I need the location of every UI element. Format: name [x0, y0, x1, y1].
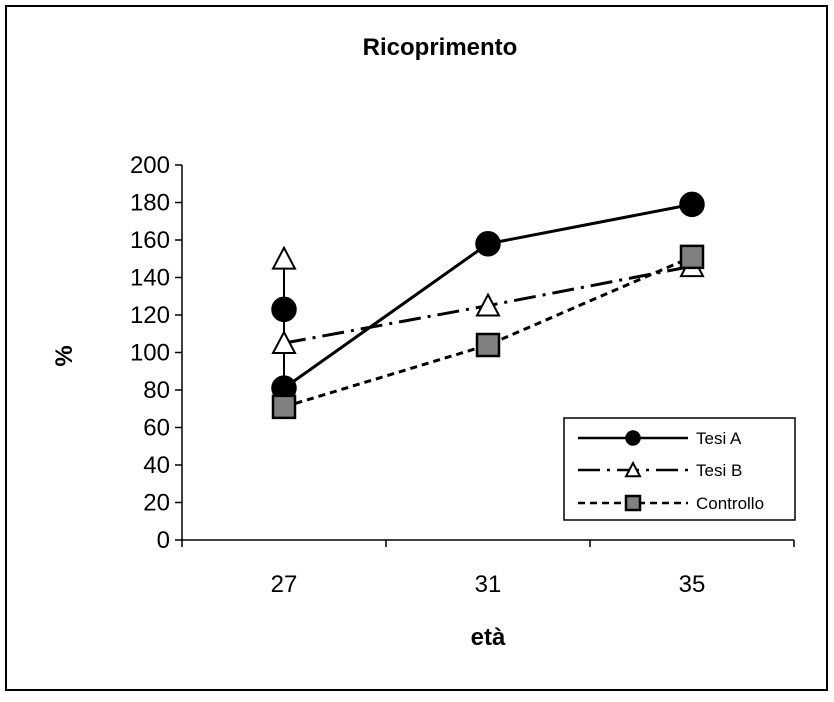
y-axis-label: % — [51, 345, 78, 366]
tesi-a-point — [271, 296, 297, 323]
series-markers — [271, 191, 705, 420]
y-tick-label: 80 — [143, 377, 170, 404]
y-tick-label: 0 — [157, 527, 170, 554]
tesi-b-point — [271, 329, 297, 355]
y-tick-label: 200 — [130, 152, 170, 179]
tesi-a-point — [625, 430, 641, 446]
legend: Tesi A Tesi B Controllo — [563, 417, 796, 521]
y-axis-ticks: 0 20 40 60 80 100 120 140 160 180 200 — [130, 152, 182, 554]
controllo-line — [283, 255, 693, 409]
chart-title: Ricoprimento — [363, 34, 518, 61]
x-tick-label: 35 — [679, 571, 706, 598]
tesi-b-point — [475, 292, 501, 317]
chart-frame — [5, 5, 828, 691]
y-tick-label: 40 — [143, 452, 170, 479]
y-tick-label: 20 — [143, 490, 170, 517]
x-tick-label: 27 — [271, 571, 298, 598]
legend-label: Controllo — [696, 494, 764, 513]
y-tick-label: 160 — [130, 227, 170, 254]
y-tick-label: 140 — [130, 265, 170, 292]
legend-label: Tesi A — [696, 429, 742, 448]
x-axis-label: età — [471, 624, 506, 651]
x-axis-ticks: 27 31 35 — [181, 540, 795, 598]
controllo-point — [271, 394, 297, 420]
y-tick-label: 180 — [130, 190, 170, 217]
tesi-b-point — [624, 460, 642, 478]
controllo-point — [624, 494, 642, 512]
controllo-point — [679, 244, 705, 270]
controllo-point — [475, 332, 501, 358]
tesi-b-point — [271, 245, 297, 270]
tesi-a-point — [679, 191, 705, 218]
y-tick-label: 100 — [130, 340, 170, 367]
y-tick-label: 60 — [143, 415, 170, 442]
y-tick-label: 120 — [130, 302, 170, 329]
tesi-a-point — [475, 231, 501, 257]
x-tick-label: 31 — [475, 571, 502, 598]
legend-label: Tesi B — [696, 461, 742, 480]
